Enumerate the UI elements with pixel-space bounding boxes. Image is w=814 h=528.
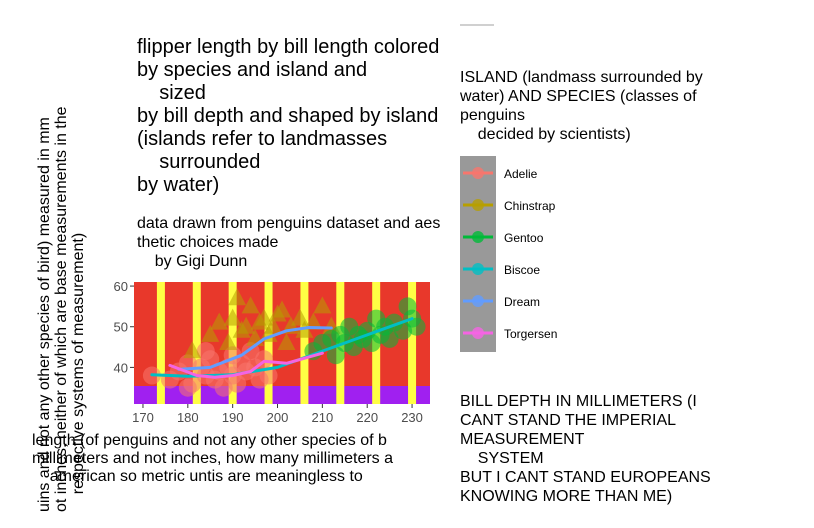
legend-label-chinstrap: Chinstrap [504,199,556,213]
y-tick-label-50: 50 [114,320,128,335]
x-tick-label-190: 190 [222,410,244,425]
point-chinstrap-2 [210,312,229,330]
size-legend-title: BILL DEPTH IN MILLIMETERS (I CANT STAND … [460,393,711,505]
legend-key-dot-torgersen [472,327,484,339]
chart-title: flipper length by bill length colored by… [137,36,440,196]
legend-key-dot-gentoo [472,231,484,243]
axes: 40 50 60 170 180 190 200 210 220 230 [114,279,423,425]
legend-label-gentoo: Gentoo [504,231,544,245]
point-adelie-22 [214,378,233,397]
stripe-1 [192,282,201,404]
x-tick-label-210: 210 [312,410,334,425]
point-adelie-21 [196,342,215,361]
stripe-4 [300,282,309,404]
legend-key-dot-adelie [472,167,484,179]
bottom-band [134,386,430,404]
stripe-0 [156,282,165,404]
x-tick-label-230: 230 [401,410,423,425]
point-gentoo-20 [407,317,426,336]
trend-line-dream [177,326,333,371]
point-chinstrap-21 [313,296,332,314]
trend-lines [150,317,414,379]
x-axis-label: length (of penguins and not any other sp… [32,432,394,485]
point-chinstrap-20 [304,312,323,330]
legend-key-background [460,156,496,352]
legend-key-dot-dream [472,295,484,307]
x-tick-label-220: 220 [356,410,378,425]
legend-top-rule [460,24,494,26]
stripe-3 [264,282,273,404]
point-adelie-20 [178,378,197,397]
data-points [142,288,426,397]
legend-label-adelie: Adelie [504,167,538,181]
x-tick-label-180: 180 [177,410,199,425]
legend-key-dot-biscoe [472,263,484,275]
legend-keys [463,167,493,339]
point-chinstrap-16 [277,333,296,350]
point-chinstrap-7 [237,316,256,334]
point-chinstrap-4 [223,308,242,326]
point-chinstrap-5 [228,288,247,306]
trend-line-torgersen [168,351,324,379]
trend-line-biscoe [150,317,414,378]
stripe-7 [408,282,417,404]
point-chinstrap-15 [273,300,291,318]
legend-label-torgersen: Torgersen [504,327,558,341]
point-chinstrap-0 [183,341,202,359]
legend-key-dot-chinstrap [472,199,484,211]
point-chinstrap-1 [201,324,220,342]
legend-label-biscoe: Biscoe [504,263,541,277]
x-tick-label-170: 170 [132,410,154,425]
x-tick-label-200: 200 [267,410,289,425]
point-chinstrap-3 [219,333,238,350]
y-tick-label-60: 60 [114,279,128,294]
point-chinstrap-11 [255,308,274,326]
chart-subtitle: data drawn from penguins dataset and aes… [137,215,441,270]
point-chinstrap-8 [241,296,260,314]
legend-label-dream: Dream [504,295,541,309]
point-chinstrap-13 [264,316,283,334]
point-gentoo-15 [380,329,399,348]
legend-title: ISLAND (landmass surrounded by water) AN… [460,69,703,143]
y-tick-label-40: 40 [114,360,128,375]
